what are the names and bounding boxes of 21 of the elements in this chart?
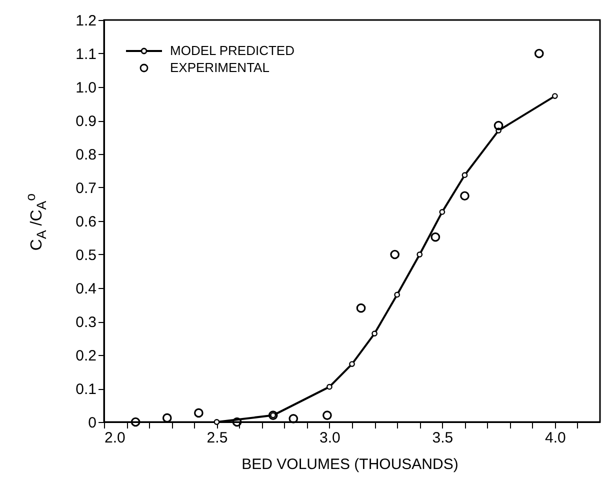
y-tick-label: 0.8 [76, 146, 96, 164]
y-tick-label: 0.6 [76, 214, 96, 230]
y-tick-label: 0.9 [76, 113, 96, 130]
legend-label: MODEL PREDICTED [170, 43, 294, 58]
x-axis-title: BED VOLUMES (THOUSANDS) [242, 456, 458, 473]
y-tick-label: 0 [88, 414, 96, 432]
y-tick-label: 0.4 [76, 280, 96, 298]
y-tick-label: 0.2 [76, 348, 96, 364]
y-tick-label: 0.1 [76, 381, 96, 398]
y-tick-label: 1.2 [76, 12, 96, 30]
y-tick-label: 0.3 [76, 314, 96, 331]
y-tick-label: 0.7 [76, 180, 96, 197]
y-tick-label: 1.1 [76, 46, 96, 63]
x-tick-label: 3.5 [432, 430, 454, 446]
x-tick-label: 3.0 [320, 430, 340, 446]
x-tick-label: 2.5 [206, 430, 228, 446]
y-tick-label: 0.5 [76, 247, 96, 264]
x-tick-label: 2.0 [104, 430, 126, 446]
legend-label: EXPERIMENTAL [170, 60, 270, 75]
x-tick-label: 4.0 [544, 430, 566, 446]
y-tick-label: 1.0 [76, 80, 96, 96]
